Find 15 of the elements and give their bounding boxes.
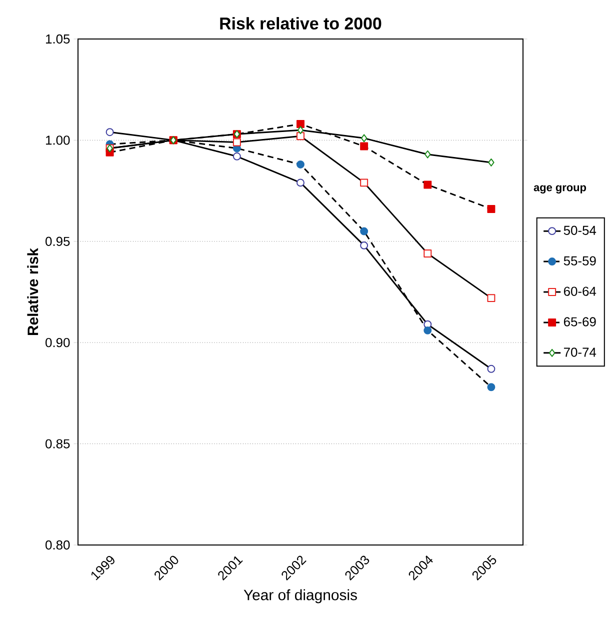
y-tick-label: 0.80 xyxy=(46,540,70,550)
y-axis-title: Relative risk xyxy=(27,248,38,336)
legend-label: 65-69 xyxy=(564,317,596,326)
chart-title: Risk relative to 2000 xyxy=(220,17,382,30)
x-axis-title: Year of diagnosis xyxy=(244,589,357,604)
y-tick-label: 1.05 xyxy=(46,34,70,44)
y-tick-label: 0.85 xyxy=(46,439,70,448)
y-tick-label: 1.00 xyxy=(46,136,70,145)
legend-title: age group xyxy=(534,185,586,194)
legend-label: 50-54 xyxy=(564,226,596,235)
legend-label: 55-59 xyxy=(564,256,596,266)
legend-label: 60-64 xyxy=(564,286,596,296)
y-tick-label: 0.95 xyxy=(46,236,70,246)
y-tick-label: 0.90 xyxy=(46,338,70,348)
legend-label: 70-74 xyxy=(564,348,596,357)
